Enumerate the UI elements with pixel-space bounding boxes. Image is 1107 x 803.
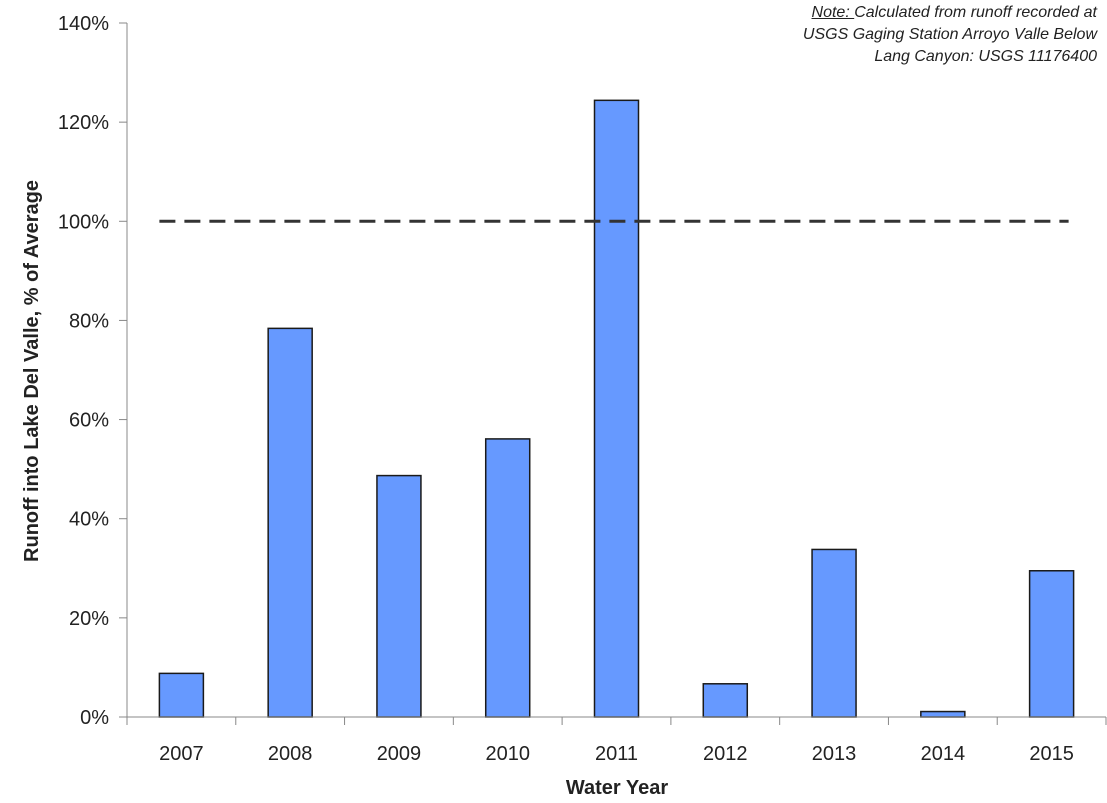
- x-tick-label: 2014: [921, 743, 966, 765]
- x-axis-ticks: 2007 2008 2009 2010 2011 2012 2013 2014 2015: [126, 717, 1107, 765]
- y-tick-label: 140%: [58, 13, 109, 35]
- note-line-1: Calculated from runoff recorded at: [854, 4, 1097, 21]
- bar-2011: [593, 99, 640, 718]
- bar-2013: [811, 548, 857, 718]
- bar-2007: [158, 672, 205, 718]
- note-line-2: USGS Gaging Station Arroyo Valle Below: [802, 26, 1097, 43]
- y-tick-label: 120%: [58, 112, 109, 134]
- y-axis-title: Runoff into Lake Del Valle, % of Average: [21, 180, 43, 562]
- x-tick-label: 2007: [159, 743, 204, 765]
- x-tick-label: 2012: [703, 743, 748, 765]
- x-tick-label: 2015: [1029, 743, 1074, 765]
- x-tick-label: 2008: [268, 743, 313, 765]
- bar-2010: [484, 438, 531, 718]
- y-tick-label: 0%: [80, 707, 109, 729]
- x-tick-label: 2010: [485, 743, 530, 765]
- x-tick-label: 2011: [595, 743, 638, 765]
- bar-2015: [1028, 570, 1075, 718]
- bars-group: [158, 99, 1075, 718]
- note-prefix: Note:: [811, 4, 855, 21]
- bar-2009: [376, 474, 422, 718]
- source-note: Note: Calculated from runoff recorded at…: [707, 2, 1097, 68]
- bar-2008: [267, 327, 313, 718]
- x-axis-title: Water Year: [566, 777, 669, 799]
- y-tick-label: 100%: [58, 211, 109, 233]
- y-tick-label: 80%: [69, 310, 109, 332]
- y-tick-label: 20%: [69, 608, 109, 630]
- x-tick-label: 2009: [377, 743, 422, 765]
- bar-2014: [920, 710, 966, 718]
- y-tick-label: 40%: [69, 509, 109, 531]
- y-tick-label: 60%: [69, 410, 109, 432]
- y-axis-ticks: 0% 20% 40% 60% 80% 100% 120% 140%: [58, 13, 127, 729]
- bar-2012: [702, 683, 749, 718]
- note-line-3: Lang Canyon: USGS 11176400: [874, 48, 1097, 65]
- x-tick-label: 2013: [812, 743, 857, 765]
